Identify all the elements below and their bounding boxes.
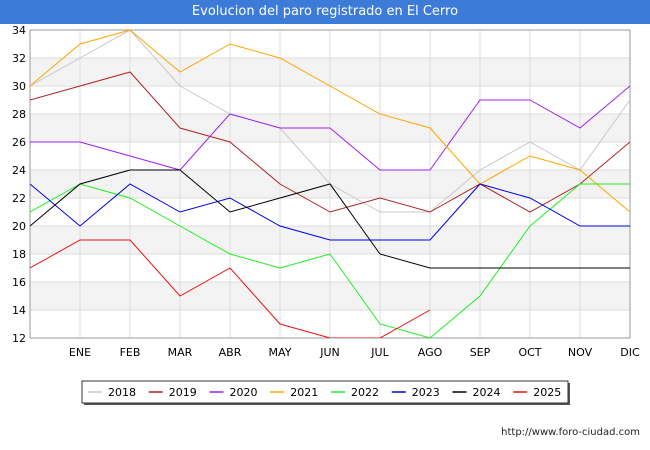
legend-label-2021: 2021 xyxy=(290,386,318,399)
x-tick-label: OCT xyxy=(518,346,541,359)
y-tick-label: 22 xyxy=(12,192,26,205)
legend-box xyxy=(81,380,569,404)
y-tick-label: 30 xyxy=(12,80,26,93)
x-tick-label: DIC xyxy=(620,346,640,359)
x-tick-label: SEP xyxy=(470,346,491,359)
series-line-2022 xyxy=(30,183,630,338)
series-line-2023 xyxy=(30,183,630,241)
legend-label-2022: 2022 xyxy=(351,386,379,399)
x-tick-label: JUN xyxy=(319,346,340,359)
legend-label-2024: 2024 xyxy=(473,386,501,399)
series-line-2021 xyxy=(30,30,630,213)
y-tick-label: 26 xyxy=(12,136,26,149)
legend-label-2025: 2025 xyxy=(533,386,561,399)
y-tick-label: 32 xyxy=(12,52,26,65)
y-tick-label: 28 xyxy=(12,108,26,121)
y-tick-label: 12 xyxy=(12,332,26,345)
y-tick-label: 16 xyxy=(12,276,26,289)
y-tick-label: 18 xyxy=(12,248,26,261)
x-tick-label: JUL xyxy=(370,346,389,359)
x-axis-ticks: ENE FEB MAR ABR MAY JUN JUL AGO SEP OCT NOV DIC xyxy=(69,346,640,359)
series-lines xyxy=(30,30,630,338)
y-axis-ticks: 12 14 16 18 20 22 24 26 28 30 32 34 xyxy=(12,24,26,345)
y-tick-label: 24 xyxy=(12,164,26,177)
series-line-2024 xyxy=(30,169,630,269)
x-tick-label: ENE xyxy=(69,346,91,359)
footer-url[interactable]: http://www.foro-ciudad.com xyxy=(501,427,640,438)
legend: 2018 2019 2020 2021 2022 2023 2024 2025 xyxy=(81,380,570,405)
y-tick-label: 34 xyxy=(12,24,26,37)
x-tick-label: NOV xyxy=(568,346,593,359)
series-line-2019 xyxy=(30,71,630,213)
y-tick-label: 14 xyxy=(12,304,26,317)
series-line-2025 xyxy=(30,239,431,338)
chart-title: Evolucion del paro registrado en El Cerr… xyxy=(0,0,650,24)
series-line-2020 xyxy=(30,85,630,171)
legend-label-2023: 2023 xyxy=(412,386,440,399)
x-tick-label: AGO xyxy=(418,346,443,359)
legend-label-2020: 2020 xyxy=(230,386,258,399)
legend-label-2019: 2019 xyxy=(169,386,197,399)
y-tick-label: 20 xyxy=(12,220,26,233)
x-tick-label: ABR xyxy=(219,346,242,359)
x-tick-label: MAR xyxy=(168,346,193,359)
x-tick-label: FEB xyxy=(120,346,141,359)
x-tick-label: MAY xyxy=(269,346,292,359)
legend-label-2018: 2018 xyxy=(108,386,136,399)
